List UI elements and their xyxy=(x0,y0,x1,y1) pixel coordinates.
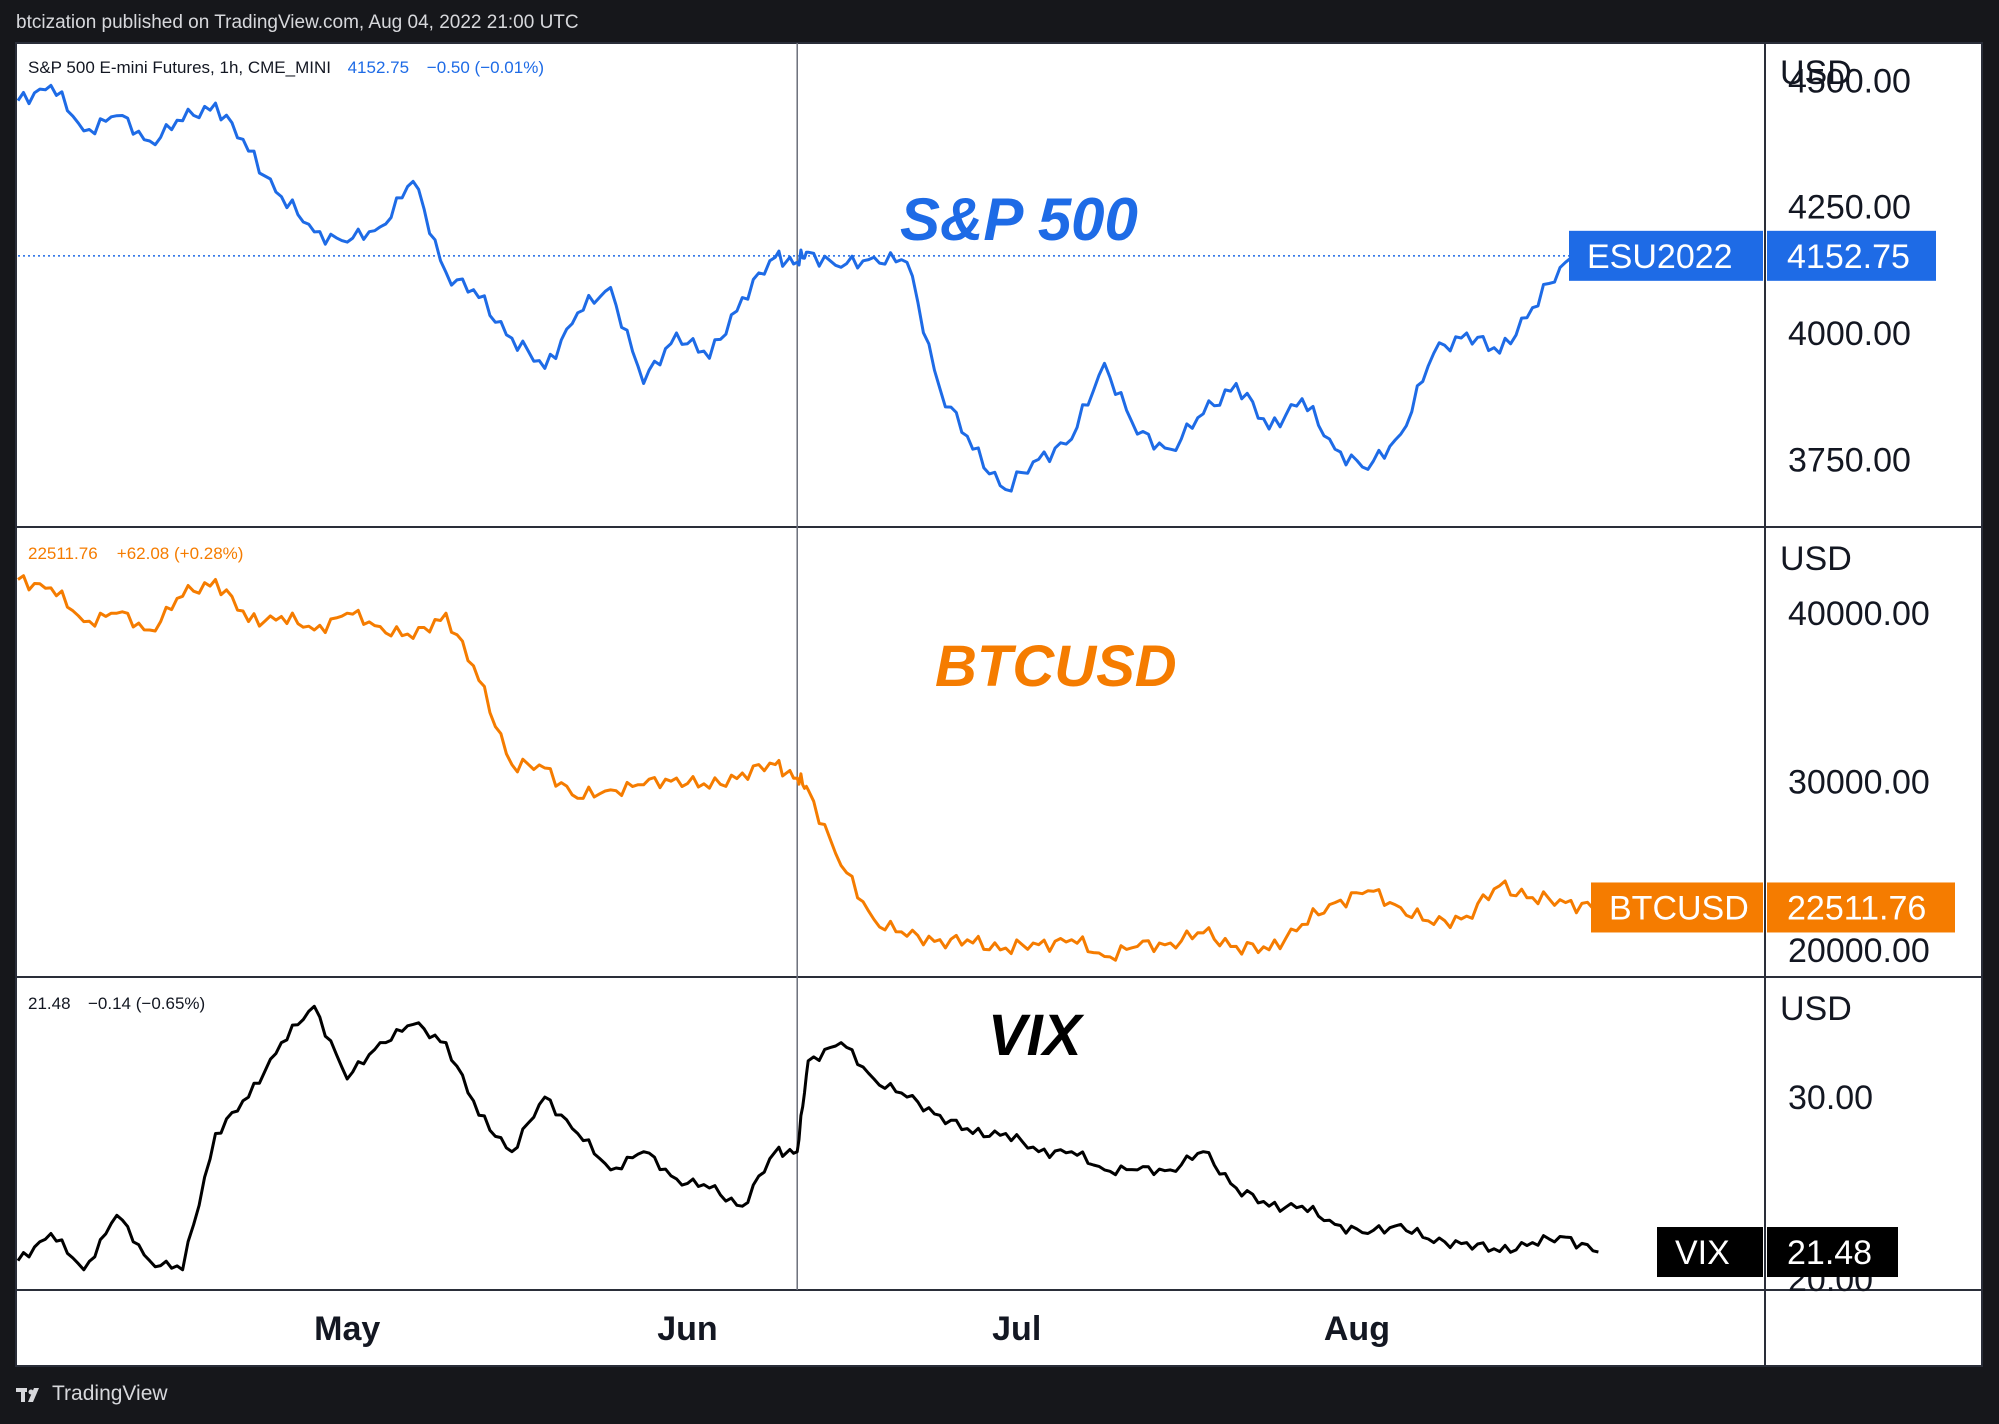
vix-overlay-label: VIX xyxy=(988,1003,1085,1068)
sp500-header-title: S&P 500 E-mini Futures, 1h, CME_MINI xyxy=(28,58,331,77)
vix-header-change: −0.14 (−0.65%) xyxy=(88,994,205,1013)
btc-series-line xyxy=(17,574,1599,962)
time-axis-label: Jun xyxy=(657,1310,717,1348)
vix-symbol-tag-text: VIX xyxy=(1675,1234,1730,1272)
sp500-series-line xyxy=(16,83,1600,493)
btc-price-ticks: 40000.00 30000.00 20000.00 xyxy=(1788,595,1930,970)
sp500-price-tag xyxy=(1767,230,1936,281)
publish-info: btcization published on TradingView.com,… xyxy=(16,12,579,33)
sp500-currency-label: USD xyxy=(1780,54,1852,92)
vix-price-tag xyxy=(1767,1227,1898,1278)
sp-price-tick-label: 3750.00 xyxy=(1788,441,1911,479)
vix-header-value: 21.48 xyxy=(28,994,71,1013)
btc-price-tick-label: 30000.00 xyxy=(1788,763,1930,801)
time-axis-label: Jul xyxy=(992,1310,1041,1348)
sp-price-tick-label: 4500.00 xyxy=(1788,62,1911,100)
vix-currency-label: USD xyxy=(1780,990,1852,1028)
btc-price-tick-label: 40000.00 xyxy=(1788,595,1930,633)
sp500-price-tag-text: 4152.75 xyxy=(1787,238,1910,276)
time-axis-label: Aug xyxy=(1324,1310,1390,1348)
btc-symbol-tag xyxy=(1591,882,1763,933)
time-axis-label: May xyxy=(314,1310,380,1348)
vix-series-line xyxy=(16,1004,1599,1272)
sp-price-tick-label: 4000.00 xyxy=(1788,315,1911,353)
btc-symbol-tag-text: BTCUSD xyxy=(1609,889,1749,927)
vix-symbol-tag xyxy=(1657,1227,1763,1278)
footer-bar xyxy=(0,1368,1999,1424)
sp500-overlay-label: S&P 500 xyxy=(900,186,1138,253)
tradingview-logo-icon xyxy=(16,1388,39,1402)
outer-border xyxy=(15,42,1983,1367)
btc-price-tick-label: 20000.00 xyxy=(1788,932,1930,970)
sp-price-tick-label: 4250.00 xyxy=(1788,189,1911,227)
sp500-header-value: 4152.75 xyxy=(348,58,409,77)
tradingview-brand: TradingView xyxy=(52,1382,168,1405)
time-axis[interactable]: May Jun Jul Aug xyxy=(314,1310,1390,1348)
publish-header: btcization published on TradingView.com,… xyxy=(0,0,1999,44)
pane-btcusd[interactable]: 22511.76 +62.08 (+0.28%) BTCUSD USD 4000… xyxy=(17,540,1955,970)
sp500-symbol-tag-text: ESU2022 xyxy=(1587,238,1733,276)
btc-price-tag-text: 22511.76 xyxy=(1787,889,1926,927)
btc-header-change: +62.08 (+0.28%) xyxy=(117,544,244,563)
btc-price-tag xyxy=(1767,882,1955,933)
sp500-price-ticks: 4500.00 4250.00 4000.00 3750.00 xyxy=(1788,62,1911,479)
pane-vix[interactable]: 21.48 −0.14 (−0.65%) VIX USD 30.0020.00 … xyxy=(16,990,1898,1299)
pane-sp500[interactable]: S&P 500 E-mini Futures, 1h, CME_MINI 415… xyxy=(16,54,1936,493)
btc-currency-label: USD xyxy=(1780,540,1852,578)
sp500-symbol-tag xyxy=(1569,230,1763,281)
btc-overlay-label: BTCUSD xyxy=(935,634,1177,699)
sp500-header-change: −0.50 (−0.01%) xyxy=(427,58,544,77)
vix-price-tag-text: 21.48 xyxy=(1787,1234,1872,1272)
btc-header-value: 22511.76 xyxy=(28,544,98,563)
vix-price-tick-label: 30.00 xyxy=(1788,1079,1873,1117)
